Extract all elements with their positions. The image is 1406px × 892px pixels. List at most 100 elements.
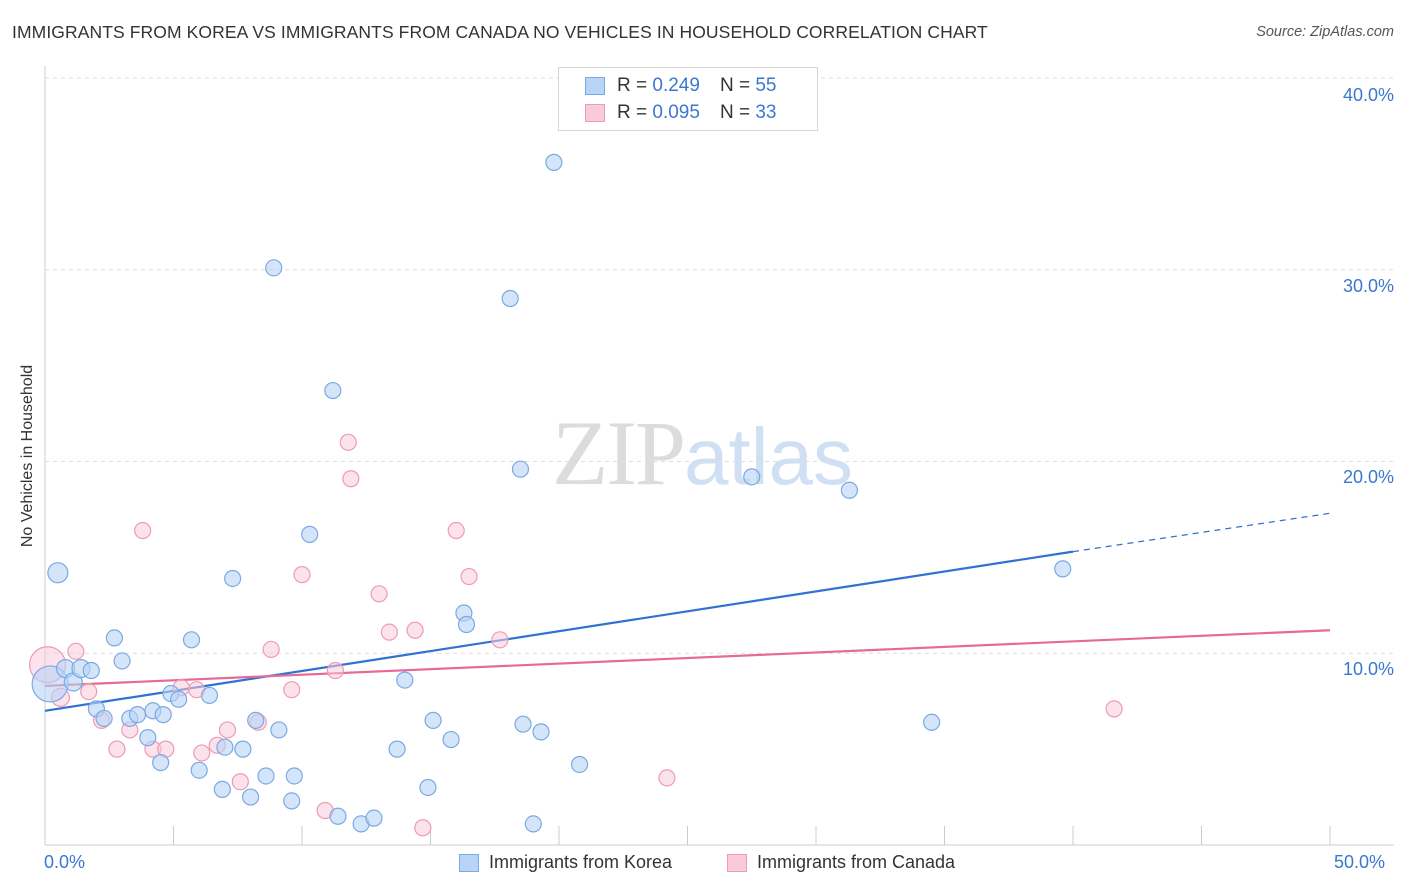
legend-r-label: R = [617, 75, 648, 96]
data-point-korea [545, 153, 563, 171]
data-point-korea [82, 661, 100, 680]
data-point-korea [424, 711, 442, 729]
data-point-korea [840, 481, 859, 499]
legend-row-korea: R = 0.249 N = 55 [585, 73, 776, 99]
data-point-canada [80, 682, 98, 701]
data-point-korea [1054, 560, 1072, 578]
bottom-legend-swatch-korea [459, 853, 479, 872]
data-point-korea [247, 711, 265, 729]
legend-n-value-canada: 33 [755, 102, 777, 123]
data-point-canada [370, 585, 388, 603]
data-point-korea [570, 755, 589, 774]
data-point-korea [47, 562, 69, 584]
data-point-korea [365, 809, 383, 827]
korea-points [31, 153, 1072, 833]
data-point-korea [139, 729, 157, 747]
y-tick-label-30: 30.0% [1342, 276, 1394, 296]
data-point-canada [134, 521, 152, 540]
correlation-legend: R = 0.249 N = 55 R = 0.095 N = 33 [558, 67, 818, 131]
bottom-legend-label-canada: Immigrants from Canada [757, 852, 956, 872]
data-point-korea [324, 381, 342, 400]
bottom-legend-canada: Immigrants from Canada [727, 852, 955, 873]
data-point-korea [501, 289, 519, 308]
data-point-canada [491, 631, 509, 649]
y-tick-label-40: 40.0% [1342, 85, 1394, 105]
data-point-canada [460, 567, 478, 586]
legend-n-value-korea: 55 [755, 75, 777, 96]
bottom-legend-korea: Immigrants from Korea [459, 852, 672, 873]
data-point-korea [257, 767, 275, 785]
data-point-canada [447, 521, 465, 540]
data-point-canada [218, 721, 237, 739]
chart-title: IMMIGRANTS FROM KOREA VS IMMIGRANTS FROM… [12, 22, 988, 42]
data-point-korea [242, 788, 260, 806]
data-point-korea [182, 631, 201, 649]
y-tick-label-10: 10.0% [1342, 659, 1394, 679]
data-point-canada [283, 681, 301, 699]
source-credit: Source: ZipAtlas.com [1256, 24, 1394, 40]
data-point-korea [419, 778, 437, 797]
data-point-korea [170, 690, 188, 708]
legend-r-label: R = [617, 102, 648, 123]
data-point-korea [154, 706, 172, 724]
x-tick-label-min: 0.0% [44, 852, 86, 872]
watermark: ZIPatlas [552, 400, 853, 506]
data-point-korea [234, 740, 252, 758]
axes [44, 66, 1394, 846]
legend-row-canada: R = 0.095 N = 33 [585, 100, 776, 126]
data-point-korea [283, 792, 301, 810]
data-point-korea [190, 761, 208, 779]
data-point-canada [1105, 700, 1123, 718]
watermark-atlas: atlas [684, 412, 853, 501]
data-point-canada [406, 621, 424, 639]
data-point-korea [270, 721, 288, 739]
data-point-canada [108, 740, 126, 758]
data-point-korea [224, 569, 242, 588]
data-point-korea [329, 807, 347, 825]
trend-line-korea-dashed [1072, 512, 1331, 553]
data-point-korea [105, 629, 123, 647]
data-point-korea [301, 525, 319, 543]
bottom-legend-swatch-canada [727, 853, 747, 872]
data-point-canada [67, 642, 85, 660]
data-point-korea [95, 709, 113, 728]
data-point-korea [213, 780, 231, 798]
data-point-korea [285, 767, 303, 785]
data-point-korea [265, 259, 283, 277]
data-point-canada [342, 470, 360, 488]
data-point-korea [128, 706, 147, 724]
legend-swatch-canada [585, 104, 605, 122]
x-tick-label-max: 50.0% [1334, 852, 1386, 872]
data-point-canada [231, 773, 249, 791]
grid-lines [45, 77, 1394, 654]
data-point-korea [511, 460, 530, 478]
data-point-korea [743, 468, 761, 486]
data-point-korea [388, 740, 406, 758]
data-point-canada [339, 433, 357, 451]
data-point-canada [193, 744, 211, 762]
trend-line-korea-solid [44, 550, 1074, 712]
legend-swatch-korea [585, 77, 605, 95]
data-point-canada [380, 623, 398, 641]
watermark-zip: ZIP [552, 402, 686, 504]
data-point-canada [414, 819, 432, 837]
bottom-legend-label-korea: Immigrants from Korea [489, 852, 673, 872]
data-point-korea [442, 730, 460, 749]
data-point-canada [262, 640, 280, 659]
legend-r-value-korea: 0.249 [652, 75, 700, 96]
data-point-korea [152, 753, 170, 772]
legend-n-label: N = [719, 102, 751, 123]
data-point-korea [923, 713, 941, 731]
data-point-korea [532, 723, 550, 741]
data-point-korea [216, 738, 234, 756]
data-point-korea [524, 815, 542, 833]
data-point-korea [457, 615, 476, 634]
data-point-korea [113, 652, 131, 670]
y-tick-label-20: 20.0% [1342, 467, 1394, 487]
trend-line-canada [44, 629, 1331, 687]
trend-korea [44, 512, 1331, 712]
data-point-canada [293, 566, 311, 584]
data-point-canada [658, 769, 676, 787]
data-point-korea [396, 671, 414, 689]
